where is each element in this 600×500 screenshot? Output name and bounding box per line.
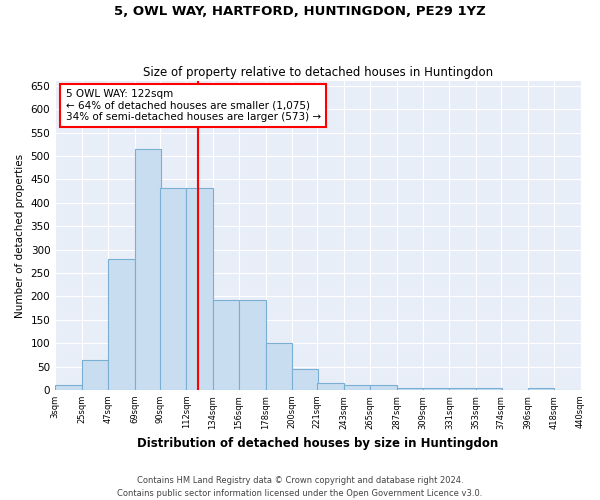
Bar [266, 343, 292, 390]
Bar [317, 383, 344, 390]
Bar [108, 259, 134, 390]
Title: Size of property relative to detached houses in Huntingdon: Size of property relative to detached ho… [143, 66, 493, 78]
Bar [134, 149, 161, 390]
X-axis label: Distribution of detached houses by size in Huntingdon: Distribution of detached houses by size … [137, 437, 499, 450]
Bar [239, 300, 266, 390]
Bar [423, 388, 449, 390]
Bar [212, 300, 239, 390]
Bar [344, 386, 370, 390]
Bar [397, 388, 423, 390]
Bar [82, 360, 108, 390]
Bar [449, 388, 476, 390]
Bar [476, 388, 502, 390]
Text: 5 OWL WAY: 122sqm
← 64% of detached houses are smaller (1,075)
34% of semi-detac: 5 OWL WAY: 122sqm ← 64% of detached hous… [65, 89, 321, 122]
Y-axis label: Number of detached properties: Number of detached properties [15, 154, 25, 318]
Text: Contains HM Land Registry data © Crown copyright and database right 2024.
Contai: Contains HM Land Registry data © Crown c… [118, 476, 482, 498]
Bar [292, 369, 319, 390]
Bar [55, 386, 82, 390]
Bar [527, 388, 554, 390]
Text: 5, OWL WAY, HARTFORD, HUNTINGDON, PE29 1YZ: 5, OWL WAY, HARTFORD, HUNTINGDON, PE29 1… [114, 5, 486, 18]
Bar [186, 188, 212, 390]
Bar [160, 188, 186, 390]
Bar [370, 386, 397, 390]
